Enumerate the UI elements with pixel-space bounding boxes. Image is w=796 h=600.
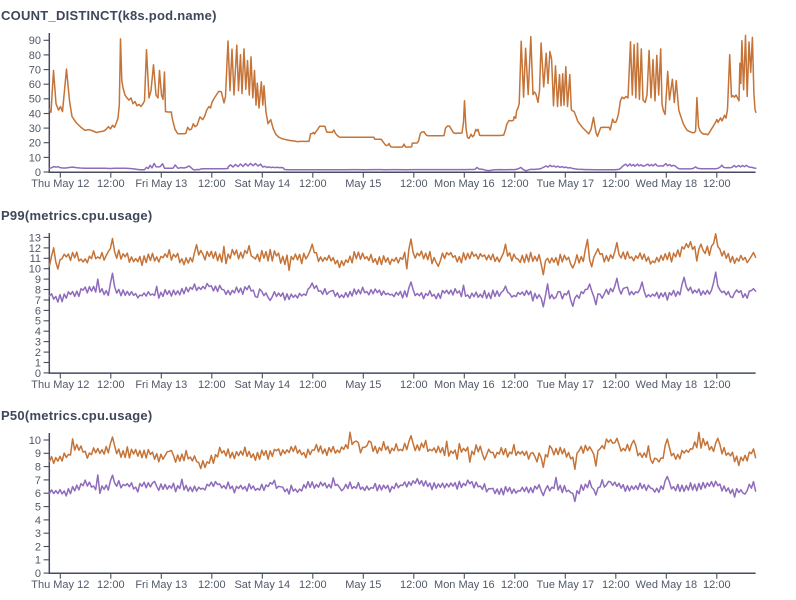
svg-text:12:00: 12:00 bbox=[299, 579, 327, 591]
svg-text:May 15: May 15 bbox=[345, 579, 381, 591]
svg-text:60: 60 bbox=[29, 79, 41, 91]
svg-text:12:00: 12:00 bbox=[602, 579, 630, 591]
svg-text:12:00: 12:00 bbox=[97, 579, 125, 591]
svg-text:10: 10 bbox=[29, 435, 41, 447]
svg-text:Wed May 18: Wed May 18 bbox=[636, 579, 698, 591]
svg-text:50: 50 bbox=[29, 94, 41, 106]
svg-text:Wed May 18: Wed May 18 bbox=[636, 379, 698, 391]
svg-text:12:00: 12:00 bbox=[97, 178, 125, 190]
svg-text:80: 80 bbox=[29, 50, 41, 62]
svg-text:8: 8 bbox=[35, 284, 41, 296]
svg-text:12:00: 12:00 bbox=[400, 579, 428, 591]
svg-text:0: 0 bbox=[35, 568, 41, 580]
svg-text:2: 2 bbox=[35, 541, 41, 553]
svg-text:Mon May 16: Mon May 16 bbox=[434, 579, 495, 591]
svg-text:COUNT_DISTINCT(k8s.pod.name): COUNT_DISTINCT(k8s.pod.name) bbox=[1, 8, 217, 23]
svg-text:12:00: 12:00 bbox=[299, 178, 327, 190]
svg-text:9: 9 bbox=[35, 448, 41, 460]
svg-text:Tue May 17: Tue May 17 bbox=[536, 379, 594, 391]
svg-text:3: 3 bbox=[35, 337, 41, 349]
svg-text:12:00: 12:00 bbox=[400, 178, 428, 190]
svg-text:7: 7 bbox=[35, 475, 41, 487]
svg-text:12:00: 12:00 bbox=[703, 579, 731, 591]
svg-text:12: 12 bbox=[29, 243, 41, 255]
svg-text:40: 40 bbox=[29, 108, 41, 120]
svg-text:Tue May 17: Tue May 17 bbox=[536, 178, 594, 190]
svg-text:0: 0 bbox=[35, 167, 41, 179]
svg-text:12:00: 12:00 bbox=[703, 178, 731, 190]
svg-text:30: 30 bbox=[29, 123, 41, 135]
svg-text:P50(metrics.cpu.usage): P50(metrics.cpu.usage) bbox=[1, 408, 152, 423]
svg-text:Wed May 18: Wed May 18 bbox=[636, 178, 698, 190]
svg-text:6: 6 bbox=[35, 488, 41, 500]
svg-text:6: 6 bbox=[35, 305, 41, 317]
svg-text:70: 70 bbox=[29, 65, 41, 77]
svg-text:Thu May 12: Thu May 12 bbox=[31, 579, 89, 591]
svg-text:May 15: May 15 bbox=[345, 379, 381, 391]
svg-text:13: 13 bbox=[29, 232, 41, 244]
svg-text:12:00: 12:00 bbox=[703, 379, 731, 391]
svg-text:4: 4 bbox=[35, 326, 41, 338]
svg-text:3: 3 bbox=[35, 528, 41, 540]
svg-text:Mon May 16: Mon May 16 bbox=[434, 178, 495, 190]
svg-text:9: 9 bbox=[35, 274, 41, 286]
svg-text:20: 20 bbox=[29, 138, 41, 150]
svg-text:Sat May 14: Sat May 14 bbox=[234, 379, 290, 391]
svg-text:Sat May 14: Sat May 14 bbox=[234, 579, 290, 591]
svg-text:5: 5 bbox=[35, 316, 41, 328]
svg-text:12:00: 12:00 bbox=[198, 379, 226, 391]
svg-text:P99(metrics.cpu.usage): P99(metrics.cpu.usage) bbox=[1, 208, 152, 223]
svg-text:8: 8 bbox=[35, 462, 41, 474]
svg-text:Thu May 12: Thu May 12 bbox=[31, 178, 89, 190]
svg-text:May 15: May 15 bbox=[345, 178, 381, 190]
svg-text:12:00: 12:00 bbox=[97, 379, 125, 391]
svg-text:10: 10 bbox=[29, 264, 41, 276]
svg-text:12:00: 12:00 bbox=[198, 579, 226, 591]
svg-text:2: 2 bbox=[35, 347, 41, 359]
svg-text:12:00: 12:00 bbox=[198, 178, 226, 190]
svg-text:1: 1 bbox=[35, 357, 41, 369]
svg-text:Thu May 12: Thu May 12 bbox=[31, 379, 89, 391]
svg-text:12:00: 12:00 bbox=[501, 579, 529, 591]
svg-text:4: 4 bbox=[35, 515, 41, 527]
svg-text:10: 10 bbox=[29, 152, 41, 164]
svg-text:12:00: 12:00 bbox=[602, 178, 630, 190]
svg-text:Fri May 13: Fri May 13 bbox=[135, 379, 187, 391]
svg-text:11: 11 bbox=[30, 253, 41, 265]
svg-text:7: 7 bbox=[35, 295, 41, 307]
svg-text:Sat May 14: Sat May 14 bbox=[234, 178, 290, 190]
svg-text:12:00: 12:00 bbox=[501, 379, 529, 391]
svg-text:Tue May 17: Tue May 17 bbox=[536, 579, 594, 591]
svg-text:Fri May 13: Fri May 13 bbox=[135, 579, 187, 591]
svg-text:12:00: 12:00 bbox=[299, 379, 327, 391]
svg-text:Fri May 13: Fri May 13 bbox=[135, 178, 187, 190]
svg-text:Mon May 16: Mon May 16 bbox=[434, 379, 495, 391]
svg-text:12:00: 12:00 bbox=[400, 379, 428, 391]
svg-text:12:00: 12:00 bbox=[501, 178, 529, 190]
svg-text:12:00: 12:00 bbox=[602, 379, 630, 391]
svg-text:0: 0 bbox=[35, 368, 41, 380]
svg-text:1: 1 bbox=[35, 555, 41, 567]
svg-text:5: 5 bbox=[35, 501, 41, 513]
svg-text:90: 90 bbox=[29, 35, 41, 47]
